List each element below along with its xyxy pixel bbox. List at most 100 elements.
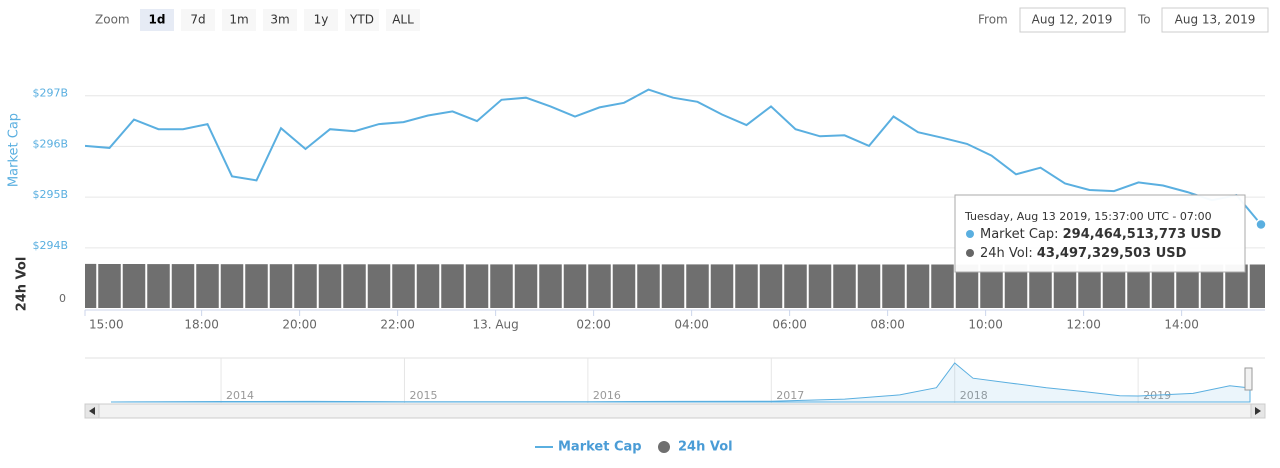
zoom-button[interactable] — [386, 9, 420, 31]
bar — [1053, 264, 1077, 308]
bar — [367, 264, 391, 308]
from-label: From — [978, 13, 1008, 27]
bar — [710, 264, 734, 308]
arrow — [1255, 407, 1261, 415]
y-tick-label: 0 — [59, 292, 66, 305]
zoom-button[interactable] — [263, 9, 297, 31]
arrow — [89, 407, 95, 415]
zoom-button-label[interactable]: 1m — [229, 13, 248, 27]
bar — [686, 264, 709, 308]
bar — [661, 264, 685, 308]
y-axis-title: Market Cap — [7, 113, 22, 187]
y-tick-label: $294B — [32, 239, 68, 252]
x-tick-label: 10:00 — [968, 318, 1003, 332]
zoom-button[interactable] — [345, 9, 379, 31]
bar — [955, 264, 979, 308]
bar — [1029, 264, 1052, 308]
bar — [931, 264, 954, 308]
tooltip: Tuesday, Aug 13 2019, 15:37:00 UTC - 07:… — [954, 194, 1246, 273]
y-tick-label: $297B — [32, 87, 68, 100]
bar — [490, 264, 513, 308]
bar — [1200, 264, 1224, 308]
bar — [857, 264, 881, 308]
bar — [147, 264, 170, 308]
x-tick-label: 15:00 — [89, 318, 124, 332]
scrollbar[interactable] — [84, 403, 1266, 419]
bar — [245, 264, 268, 308]
x-tick-label: 12:00 — [1066, 318, 1101, 332]
bar — [1249, 264, 1265, 308]
to-input[interactable] — [1161, 7, 1269, 33]
bar — [1151, 264, 1175, 308]
zoom-button[interactable] — [222, 9, 256, 31]
zoom-button-label[interactable]: 1y — [314, 13, 329, 27]
bar — [392, 264, 415, 308]
bar — [906, 264, 930, 308]
zoom-button[interactable] — [181, 9, 215, 31]
zoom-button-label[interactable]: 1d — [149, 13, 166, 27]
bar — [1078, 264, 1101, 308]
x-tick-label: 04:00 — [674, 318, 709, 332]
bar — [514, 264, 538, 308]
x-tick-label: 22:00 — [380, 318, 415, 332]
y-axis-title: 24h Vol — [15, 257, 30, 312]
zoom-button-label[interactable]: ALL — [392, 13, 414, 27]
bar — [784, 264, 807, 308]
bar — [612, 264, 636, 308]
bar — [833, 264, 856, 308]
bar — [196, 264, 219, 308]
bar — [980, 264, 1003, 308]
y-tick-label: $295B — [32, 188, 68, 201]
tooltip-date: Tuesday, Aug 13 2019, 15:37:00 UTC - 07:… — [964, 210, 1212, 223]
tooltip-dot — [966, 230, 974, 238]
line — [85, 88, 1262, 226]
zoom-button-label[interactable]: 3m — [270, 13, 289, 27]
tooltip-label: 24h Vol: — [980, 246, 1033, 261]
x-tick-label: 06:00 — [772, 318, 807, 332]
bar — [269, 264, 293, 308]
bar — [759, 264, 783, 308]
x-tick-label: 14:00 — [1164, 318, 1199, 332]
x-tick-label: 2014 — [226, 389, 254, 402]
bar — [294, 264, 317, 308]
bar — [1225, 264, 1248, 308]
tooltip-value: 43,497,329,503 USD — [1037, 246, 1187, 261]
bar — [465, 264, 489, 308]
tooltip-box — [954, 194, 1246, 273]
bar — [1176, 264, 1199, 308]
tooltip-row: 24h Vol: 43,497,329,503 USD — [980, 246, 1187, 261]
from-value[interactable]: Aug 12, 2019 — [1032, 13, 1113, 27]
x-tick-label: 13. Aug — [472, 318, 518, 332]
zoom-button-label[interactable]: 7d — [190, 13, 205, 27]
x-tick-label: 20:00 — [282, 318, 317, 332]
tooltip-row: Market Cap: 294,464,513,773 USD — [980, 227, 1221, 242]
legend-label[interactable]: 24h Vol — [678, 440, 733, 455]
navigator-handle[interactable] — [1244, 367, 1253, 391]
x-tick-label: 2018 — [960, 389, 988, 402]
bar — [1102, 264, 1126, 308]
zoom-button[interactable] — [140, 9, 174, 31]
x-tick-label: 2016 — [593, 389, 621, 402]
x-tick-label: 08:00 — [870, 318, 905, 332]
bar — [588, 264, 611, 308]
x-tick-label: 2017 — [776, 389, 804, 402]
y-tick-label: $296B — [32, 137, 68, 150]
zoom-button[interactable] — [304, 9, 338, 31]
bar — [171, 264, 195, 308]
legend-label[interactable]: Market Cap — [558, 440, 642, 455]
bar — [318, 264, 342, 308]
to-label: To — [1137, 13, 1151, 27]
from-input[interactable] — [1019, 7, 1126, 33]
area — [110, 362, 1251, 403]
bar — [416, 264, 440, 308]
to-value[interactable]: Aug 13, 2019 — [1175, 13, 1256, 27]
bar — [1127, 264, 1150, 308]
hover-marker — [1255, 218, 1267, 231]
zoom-button-label[interactable]: YTD — [349, 13, 374, 27]
bar — [735, 264, 758, 308]
bar — [882, 264, 905, 308]
bar — [563, 264, 587, 308]
x-tick-label: 18:00 — [184, 318, 219, 332]
tooltip-label: Market Cap: — [980, 227, 1059, 242]
